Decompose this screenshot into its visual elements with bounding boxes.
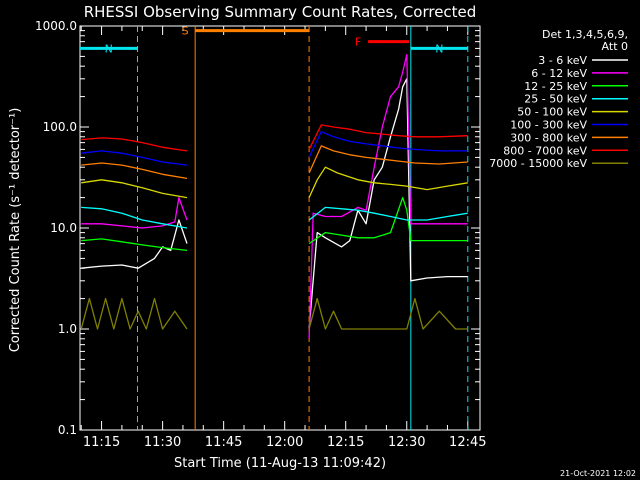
legend-title: Det 1,3,4,5,6,9,: [542, 28, 628, 41]
saa-interval-label: S: [182, 25, 189, 38]
x-tick-label: 12:30: [388, 435, 425, 450]
series-line-6: [81, 150, 188, 166]
y-tick-label: 10.0: [50, 221, 77, 235]
x-tick-label: 12:00: [266, 435, 303, 450]
legend-label: 300 - 800 keV: [510, 131, 587, 144]
x-tick-label: 12:15: [327, 435, 364, 450]
chart-title: RHESSI Observing Summary Count Rates, Co…: [84, 3, 477, 21]
y-tick-label: 1.0: [58, 322, 77, 336]
legend-label: 25 - 50 keV: [524, 93, 587, 106]
series-line-5: [81, 179, 188, 199]
series-line-7: [81, 162, 188, 180]
series-line-4: [308, 206, 468, 221]
legend-label: 50 - 100 keV: [517, 106, 587, 119]
series-line-9: [308, 297, 468, 330]
series-line-4: [81, 206, 188, 229]
x-tick-label: 12:45: [449, 435, 486, 450]
plot-area: 0.1 1.0 10.0 100.0 1000.0 11:15 11:30 11:45 12:0…: [35, 19, 487, 450]
series-line-6: [308, 130, 468, 158]
series-line-8: [81, 137, 188, 152]
series-line-2: [308, 54, 468, 339]
flare-interval-label: F: [355, 36, 361, 49]
series-line-3: [81, 238, 188, 252]
series-line-1: [308, 78, 468, 330]
x-tick-label: 11:45: [205, 435, 242, 450]
series-line-3: [308, 196, 468, 245]
night-interval-label: N: [435, 42, 443, 55]
x-tick-label: 11:15: [83, 435, 120, 450]
night-interval-label: N: [105, 42, 113, 55]
legend-label: 3 - 6 keV: [538, 54, 587, 67]
y-tick-label: 0.1: [58, 423, 77, 437]
legend-subtitle: Att 0: [602, 40, 628, 53]
x-axis-label: Start Time (11-Aug-13 11:09:42): [174, 456, 386, 471]
series-line-9: [80, 297, 188, 330]
footer-timestamp: 21-Oct-2021 12:02: [560, 469, 636, 478]
legend-label: 6 - 12 keV: [531, 67, 587, 80]
y-tick-label: 1000.0: [35, 19, 77, 33]
legend-label: 100 - 300 keV: [510, 119, 587, 132]
series-line-8: [308, 124, 468, 150]
legend-label: 12 - 25 keV: [524, 80, 587, 93]
series-line-1: [81, 219, 188, 269]
series-line-7: [308, 145, 468, 174]
legend-label: 800 - 7000 keV: [503, 144, 587, 157]
y-tick-label: 100.0: [43, 120, 77, 134]
legend-label: 7000 - 15000 keV: [489, 157, 587, 170]
series-line-5: [308, 166, 468, 198]
series-line-2: [81, 196, 188, 229]
y-axis-label: Corrected Count Rate (s⁻¹ detector⁻¹): [8, 108, 23, 353]
x-tick-label: 11:30: [144, 435, 181, 450]
